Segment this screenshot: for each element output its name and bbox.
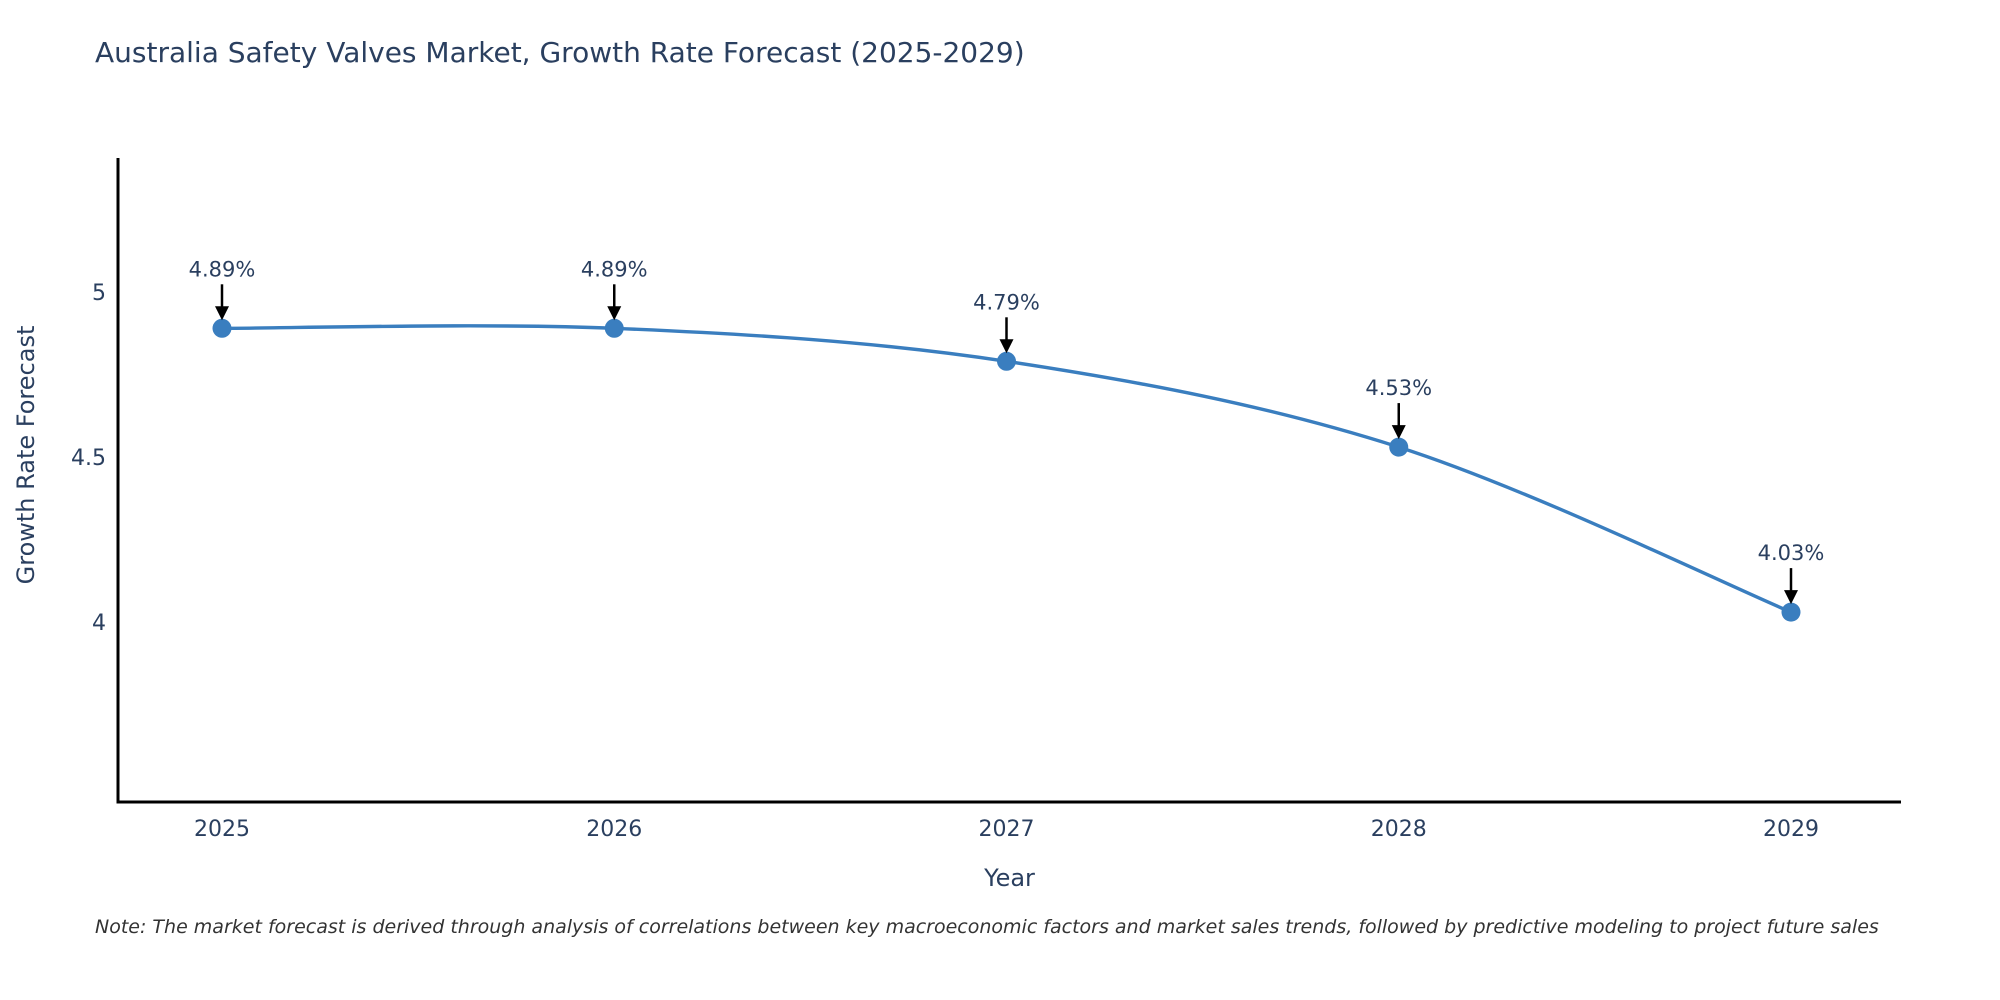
data-point-label: 4.79% bbox=[973, 290, 1040, 314]
data-point-label: 4.53% bbox=[1365, 376, 1432, 400]
data-point-marker bbox=[1781, 602, 1801, 622]
annotation-arrowhead-icon bbox=[1391, 425, 1406, 440]
y-tick-label: 4.5 bbox=[71, 446, 106, 471]
data-point-marker bbox=[212, 318, 232, 338]
data-point-marker bbox=[1389, 437, 1409, 457]
annotation-arrowhead-icon bbox=[607, 306, 622, 321]
annotation-arrowhead-icon bbox=[999, 339, 1014, 354]
data-point-label: 4.89% bbox=[581, 257, 648, 281]
chart-title: Australia Safety Valves Market, Growth R… bbox=[95, 36, 1025, 69]
data-point-label: 4.03% bbox=[1758, 541, 1825, 565]
annotation-arrowhead-icon bbox=[215, 306, 229, 321]
footnote: Note: The market forecast is derived thr… bbox=[95, 916, 1879, 938]
x-tick-label: 2029 bbox=[1763, 817, 1819, 842]
y-tick-label: 4 bbox=[92, 611, 106, 636]
data-point-label: 4.89% bbox=[189, 257, 256, 281]
x-tick-label: 2025 bbox=[194, 817, 250, 842]
y-axis-title: Growth Rate Forecast bbox=[12, 326, 40, 585]
annotation-arrowhead-icon bbox=[1784, 590, 1798, 605]
x-tick-label: 2028 bbox=[1371, 817, 1427, 842]
x-axis-title: Year bbox=[983, 864, 1035, 892]
data-point-marker bbox=[997, 351, 1016, 371]
x-tick-label: 2027 bbox=[979, 817, 1035, 842]
x-tick-label: 2026 bbox=[586, 817, 642, 842]
data-point-marker bbox=[604, 318, 624, 338]
y-tick-label: 5 bbox=[92, 281, 106, 306]
